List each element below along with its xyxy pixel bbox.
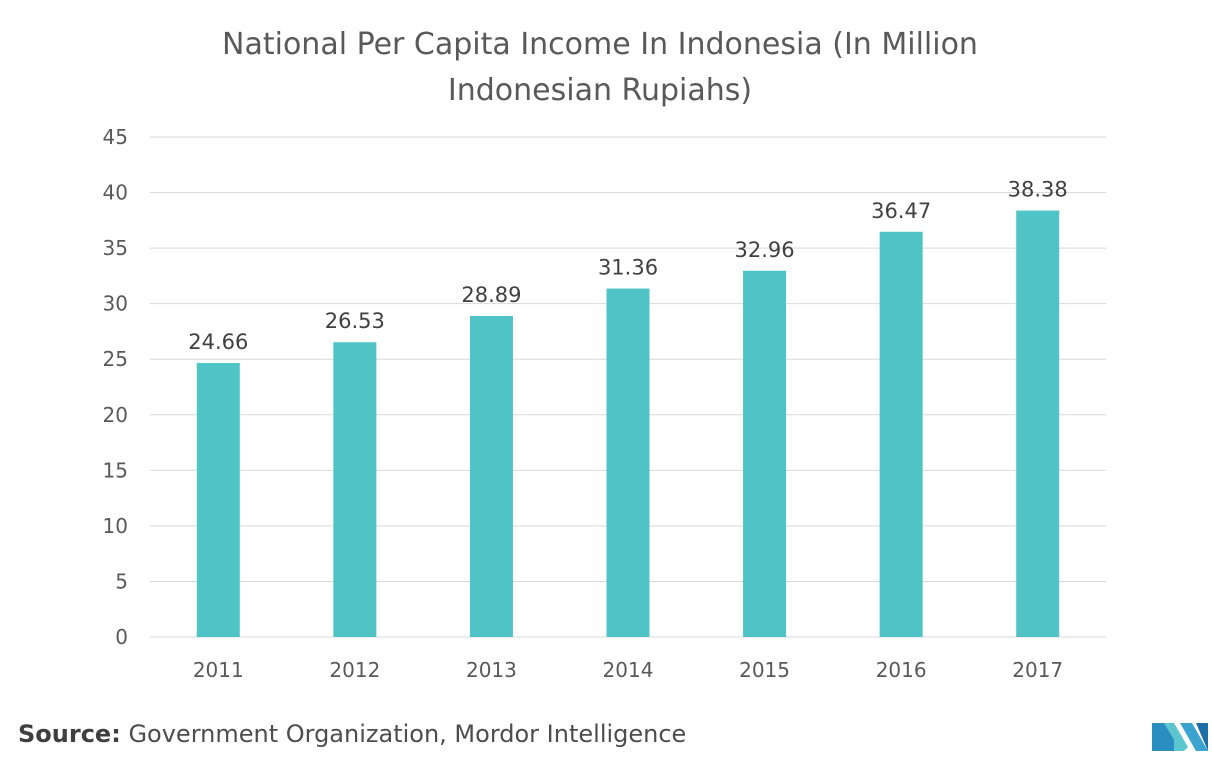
y-tick-label: 15 [103, 458, 128, 482]
y-tick-label: 45 [103, 125, 128, 149]
source-label: Source: [18, 720, 121, 748]
y-tick-label: 5 [115, 569, 128, 593]
bar [606, 288, 650, 637]
x-tick-label: 2015 [739, 658, 790, 682]
data-label: 38.38 [1008, 178, 1068, 202]
chart-title-line-2: Indonesian Rupiahs) [447, 73, 753, 108]
data-labels: 24.66 26.53 28.89 31.36 32.96 36.47 38.38 [188, 178, 1068, 354]
x-tick-label: 2013 [466, 658, 517, 682]
x-tick-label: 2016 [876, 658, 927, 682]
y-tick-label: 35 [103, 236, 128, 260]
y-tick-label: 10 [103, 514, 128, 538]
bar [333, 342, 377, 637]
data-label: 28.89 [461, 283, 521, 307]
y-tick-label: 20 [103, 403, 128, 427]
y-tick-label: 25 [103, 347, 128, 371]
data-label: 31.36 [598, 256, 658, 280]
bars [196, 210, 1060, 638]
y-tick-label: 40 [103, 181, 128, 205]
data-label: 32.96 [735, 238, 795, 262]
chart-title-line-1: National Per Capita Income In Indonesia … [222, 27, 978, 62]
source-note: Source: Government Organization, Mordor … [18, 720, 686, 748]
data-label: 26.53 [325, 309, 385, 333]
data-label: 24.66 [188, 330, 248, 354]
y-tick-label: 30 [103, 292, 128, 316]
bar [469, 316, 513, 637]
data-label: 36.47 [871, 199, 931, 223]
mordor-intelligence-logo-icon [1152, 723, 1208, 751]
x-tick-label: 2014 [603, 658, 654, 682]
source-text: Government Organization, Mordor Intellig… [128, 720, 687, 748]
y-tick-label: 0 [115, 625, 128, 649]
chart-title: National Per Capita Income In Indonesia … [160, 22, 1040, 114]
y-axis-tick-labels: 0 5 10 15 20 25 30 35 40 45 [103, 125, 128, 649]
bar [743, 270, 787, 637]
bar [196, 363, 240, 637]
x-tick-label: 2017 [1012, 658, 1063, 682]
bar [879, 231, 923, 637]
x-axis-tick-labels: 2011 2012 2013 2014 2015 2016 2017 [193, 658, 1063, 682]
bar [1016, 210, 1060, 638]
x-tick-label: 2012 [329, 658, 380, 682]
x-tick-label: 2011 [193, 658, 244, 682]
